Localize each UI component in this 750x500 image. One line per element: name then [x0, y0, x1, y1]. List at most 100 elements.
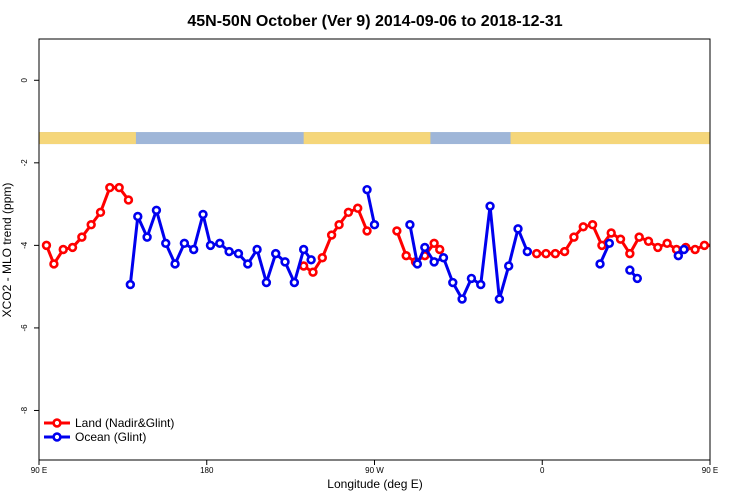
data-point — [343, 207, 354, 218]
data-point — [615, 234, 626, 244]
series-line — [408, 204, 529, 301]
data-point — [595, 259, 605, 269]
chart-title: 45N-50N October (Ver 9) 2014-09-06 to 20… — [187, 13, 562, 30]
data-point — [569, 232, 579, 242]
legend-marker — [52, 418, 62, 428]
data-point — [161, 238, 171, 249]
data-point — [362, 226, 372, 236]
data-point — [334, 220, 344, 230]
data-point — [261, 277, 272, 288]
data-point — [401, 250, 411, 261]
data-point — [105, 182, 115, 193]
x-tick-label: 0 — [540, 466, 545, 475]
data-point — [317, 253, 328, 263]
data-point — [559, 246, 570, 257]
data-point — [494, 294, 505, 304]
data-point — [369, 220, 380, 230]
land-band — [303, 132, 431, 145]
x-axis: 90 E 180 90 W 0 90 E — [31, 460, 718, 475]
x-tick-label: 180 — [200, 466, 214, 475]
data-point — [653, 242, 663, 253]
y-axis-label: XCO2 - MLO trend (ppm) — [0, 183, 14, 318]
y-tick-label: -2 — [20, 159, 29, 167]
data-point — [133, 211, 143, 222]
data-point — [504, 261, 514, 271]
x-tick-label: 90 E — [31, 466, 47, 475]
data-point — [412, 259, 423, 269]
legend-label: Land (Nadir&Glint) — [75, 416, 174, 430]
data-point — [392, 226, 402, 236]
y-tick-label: -4 — [20, 241, 29, 249]
x-tick-label: 90 W — [365, 466, 384, 475]
data-point — [643, 236, 654, 246]
data-point — [604, 238, 615, 249]
data-point — [679, 244, 689, 255]
data-point — [541, 248, 551, 259]
data-point — [41, 240, 52, 251]
data-point — [522, 246, 533, 257]
data-point — [420, 242, 430, 253]
y-tick-label: -6 — [20, 324, 29, 332]
legend: Land (Nadir&Glint)Ocean (Glint) — [44, 416, 174, 444]
data-point — [151, 205, 162, 215]
data-point — [448, 277, 458, 288]
y-tick-label: -8 — [20, 406, 29, 414]
data-point — [531, 248, 542, 259]
data-point — [625, 248, 635, 259]
data-point — [125, 279, 136, 290]
data-point — [353, 203, 363, 213]
data-point — [578, 222, 588, 232]
data-point — [699, 240, 710, 251]
data-point — [179, 238, 190, 249]
data-point — [729, 246, 736, 253]
land-band — [39, 132, 136, 145]
data-point — [95, 207, 106, 218]
data-point — [405, 220, 415, 230]
data-point — [513, 224, 523, 234]
data-point — [429, 257, 439, 267]
data-point — [435, 244, 445, 255]
data-point — [632, 273, 643, 284]
data-point — [224, 246, 234, 257]
data-point — [690, 244, 700, 255]
data-point — [298, 261, 309, 271]
data-point — [720, 263, 727, 270]
data-point — [662, 238, 672, 249]
data-point — [58, 244, 68, 255]
data-point — [189, 244, 199, 255]
x-tick-label: 90 E — [702, 466, 718, 475]
data-point — [709, 242, 710, 249]
data-point — [86, 220, 96, 230]
data-point — [634, 232, 644, 242]
data-point — [243, 259, 253, 269]
series-ocean-glint- — [125, 184, 689, 304]
data-point — [123, 195, 134, 205]
series-line — [536, 223, 710, 256]
land-ocean-mask — [39, 132, 710, 145]
data-point — [738, 244, 745, 251]
plot-frame — [38, 38, 711, 461]
data-point — [587, 220, 598, 230]
legend-marker — [52, 432, 62, 442]
data-point — [170, 259, 180, 269]
data-point — [114, 182, 124, 193]
series-land-nadir-glint- — [41, 182, 745, 277]
data-point — [362, 184, 372, 195]
y-tick-label: 0 — [20, 78, 29, 83]
data-point — [233, 248, 244, 259]
data-point — [466, 273, 477, 284]
data-point — [476, 279, 486, 290]
data-point — [142, 232, 152, 242]
data-point — [550, 248, 560, 259]
data-point — [457, 294, 467, 304]
data-point — [606, 228, 616, 238]
data-point — [67, 242, 78, 253]
data-point — [597, 240, 607, 251]
data-point — [429, 238, 439, 249]
land-band — [510, 132, 710, 145]
data-point — [438, 253, 449, 263]
data-point — [485, 201, 495, 211]
data-point — [306, 255, 316, 265]
y-axis: 0 -2 -4 -6 -8 — [20, 78, 39, 414]
